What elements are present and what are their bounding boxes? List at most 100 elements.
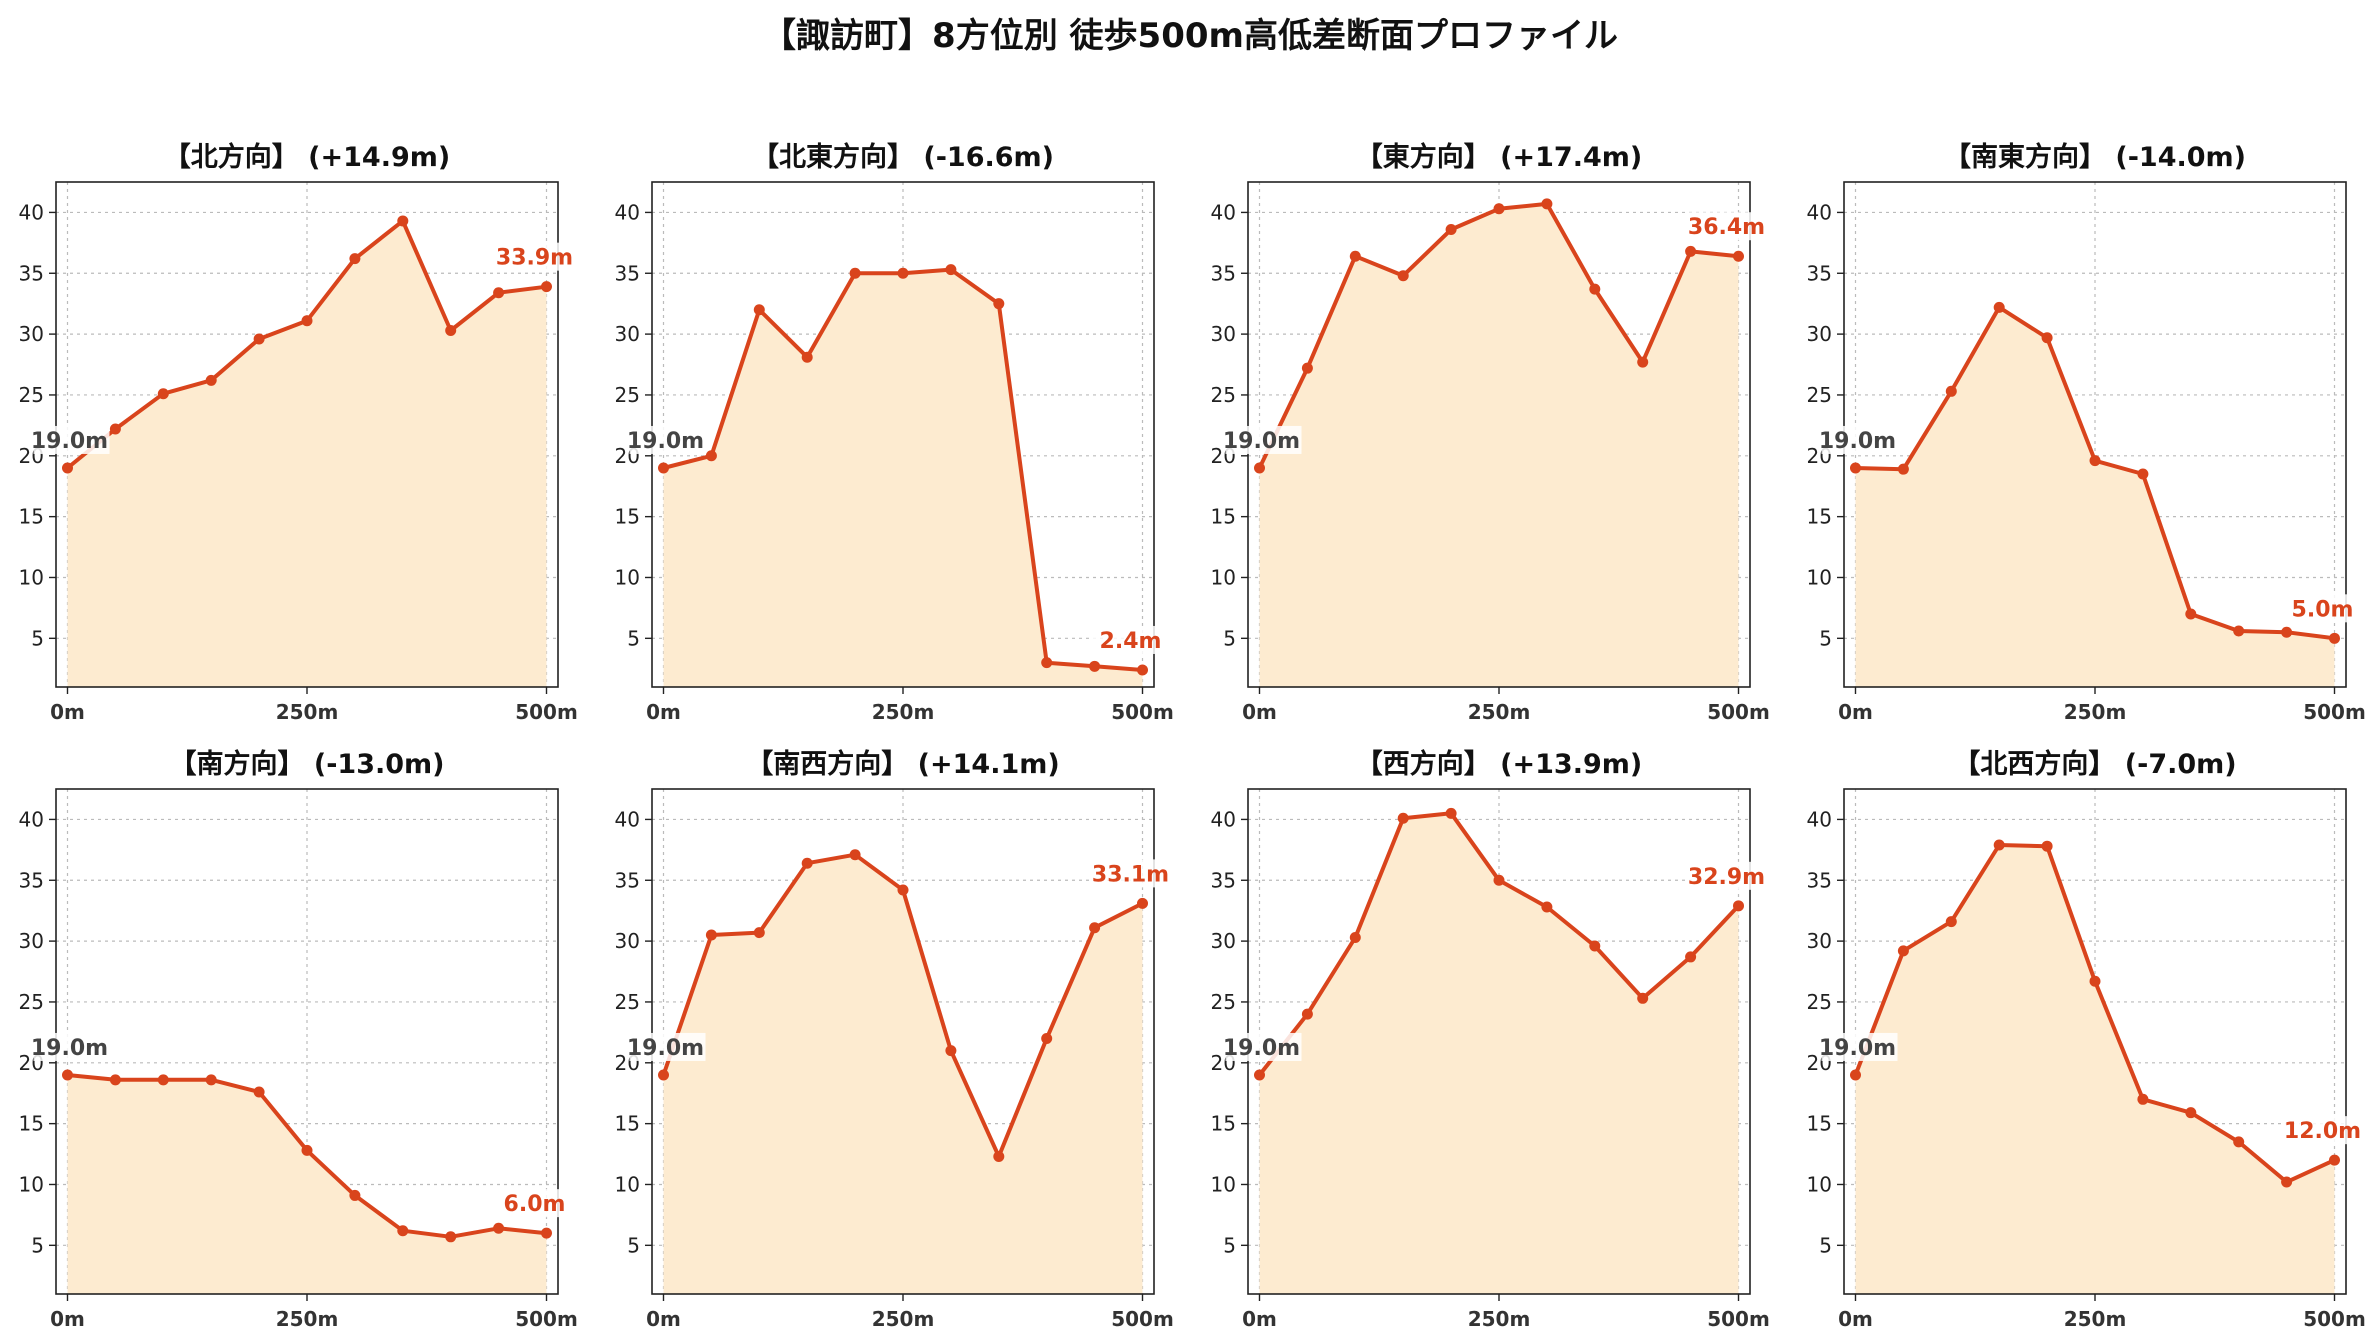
y-tick-label: 10 <box>1807 565 1832 589</box>
y-tick-label: 40 <box>1807 807 1832 831</box>
y-tick-label: 40 <box>1211 200 1236 224</box>
panel-title: 【北西方向】 (-7.0m) <box>1953 748 2236 780</box>
y-tick-label: 35 <box>1807 868 1832 892</box>
panel-title: 【北方向】 (+14.9m) <box>164 141 450 173</box>
data-point <box>705 450 717 462</box>
data-point <box>945 1045 957 1057</box>
y-tick-label: 35 <box>1211 261 1236 285</box>
y-tick-label: 25 <box>1807 990 1832 1014</box>
data-point <box>801 857 813 869</box>
data-point <box>301 1144 313 1156</box>
x-tick-label: 0m <box>1838 700 1873 724</box>
y-tick-label: 5 <box>1819 1233 1832 1257</box>
data-point <box>1733 250 1745 262</box>
data-point <box>1897 463 1909 475</box>
end-label-bg <box>496 242 575 271</box>
x-tick-label: 0m <box>50 700 85 724</box>
elevation-area <box>67 220 547 687</box>
data-point <box>1637 356 1649 368</box>
y-tick-label: 15 <box>1211 1112 1236 1136</box>
data-point <box>1397 812 1409 824</box>
x-tick-label: 0m <box>1838 1307 1873 1331</box>
data-point <box>2089 975 2101 987</box>
y-tick-label: 25 <box>615 383 640 407</box>
y-tick-label: 15 <box>1211 505 1236 529</box>
y-tick-label: 40 <box>19 807 44 831</box>
elevation-area <box>663 269 1143 687</box>
end-label-bg <box>1092 859 1171 888</box>
y-tick-label: 40 <box>1211 807 1236 831</box>
data-point <box>849 849 861 861</box>
data-point <box>109 423 121 435</box>
x-tick-label: 0m <box>646 1307 681 1331</box>
y-tick-label: 30 <box>615 322 640 346</box>
x-tick-label: 500m <box>1111 700 1174 724</box>
data-point <box>705 929 717 941</box>
x-tick-label: 500m <box>1111 1307 1174 1331</box>
data-point <box>157 388 169 400</box>
data-point <box>2329 632 2341 644</box>
data-point <box>1253 1069 1265 1081</box>
panel-title: 【南西方向】 (+14.1m) <box>746 748 1059 780</box>
start-label-bg <box>1821 425 1898 454</box>
data-point <box>1685 951 1697 963</box>
data-point <box>1041 1032 1053 1044</box>
y-tick-label: 40 <box>19 200 44 224</box>
x-tick-label: 250m <box>1468 700 1531 724</box>
x-tick-label: 500m <box>1707 700 1770 724</box>
y-tick-label: 5 <box>1223 1233 1236 1257</box>
page-title: 【諏訪町】8方位別 徒歩500m高低差断面プロファイル <box>762 16 1618 56</box>
y-tick-label: 10 <box>1211 565 1236 589</box>
end-label-bg <box>496 1189 575 1218</box>
x-tick-label: 0m <box>50 1307 85 1331</box>
data-point <box>1637 992 1649 1004</box>
y-tick-label: 35 <box>19 261 44 285</box>
data-point <box>2233 1136 2245 1148</box>
end-elevation-label: 33.1m <box>1092 862 1169 887</box>
start-elevation-label: 19.0m <box>1819 429 1896 454</box>
x-tick-label: 0m <box>1242 1307 1277 1331</box>
data-point <box>2185 1107 2197 1119</box>
x-tick-label: 250m <box>276 700 339 724</box>
data-point <box>2137 1093 2149 1105</box>
y-tick-label: 30 <box>615 929 640 953</box>
data-point <box>1733 900 1745 912</box>
data-point <box>1493 203 1505 215</box>
data-point <box>1541 198 1553 210</box>
y-tick-label: 25 <box>1807 383 1832 407</box>
data-point <box>1589 283 1601 295</box>
data-point <box>2281 1176 2293 1188</box>
y-tick-label: 25 <box>615 990 640 1014</box>
end-elevation-label: 6.0m <box>504 1192 566 1217</box>
x-tick-label: 500m <box>515 1307 578 1331</box>
start-label-bg <box>1225 425 1302 454</box>
y-tick-label: 25 <box>1211 990 1236 1014</box>
data-point <box>1541 901 1553 913</box>
data-point <box>205 374 217 386</box>
data-point <box>1493 874 1505 886</box>
end-elevation-label: 36.4m <box>1688 215 1765 240</box>
data-point <box>993 298 1005 310</box>
elevation-area <box>663 854 1143 1294</box>
x-tick-label: 250m <box>872 1307 935 1331</box>
y-tick-label: 10 <box>615 1172 640 1196</box>
y-tick-label: 35 <box>615 261 640 285</box>
start-label-bg <box>1225 1032 1302 1061</box>
end-elevation-label: 32.9m <box>1688 865 1765 890</box>
data-point <box>205 1074 217 1086</box>
y-tick-label: 30 <box>1807 929 1832 953</box>
start-elevation-label: 19.0m <box>31 1036 108 1061</box>
y-tick-label: 15 <box>1807 505 1832 529</box>
data-point <box>2185 608 2197 620</box>
y-tick-label: 10 <box>1211 1172 1236 1196</box>
panel-title: 【西方向】 (+13.9m) <box>1356 748 1642 780</box>
data-point <box>1993 301 2005 313</box>
data-point <box>753 304 765 316</box>
data-point <box>253 1086 265 1098</box>
y-tick-label: 35 <box>1807 261 1832 285</box>
end-label-bg <box>1688 861 1767 890</box>
y-tick-label: 10 <box>19 565 44 589</box>
data-point <box>897 884 909 896</box>
